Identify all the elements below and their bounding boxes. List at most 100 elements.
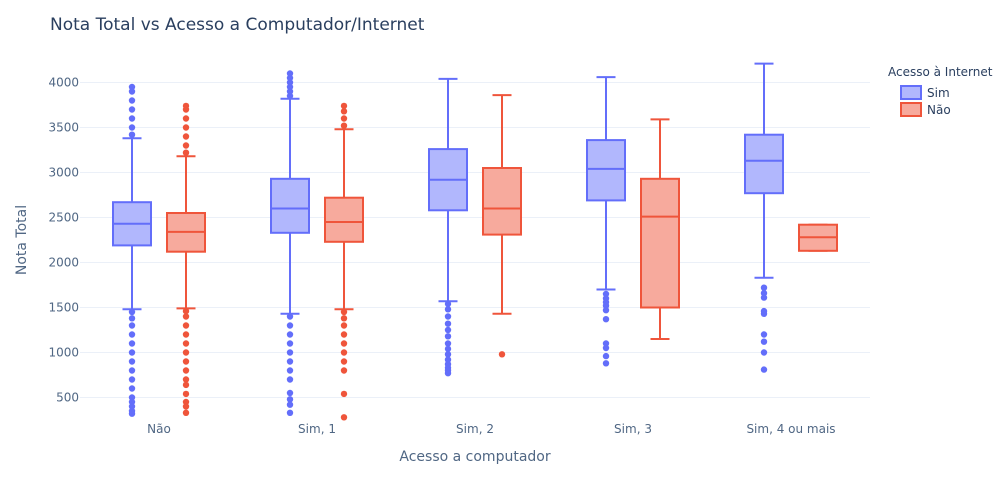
outlier-point: [128, 308, 136, 316]
y-tick-label: 1500: [48, 301, 79, 315]
outlier-point: [340, 390, 348, 398]
legend-item-sim[interactable]: Sim: [900, 85, 950, 100]
outlier-point: [286, 92, 294, 100]
outlier-point: [444, 356, 452, 363]
outlier-point: [286, 83, 294, 91]
x-tick-labels: Não Sim, 1 Sim, 2 Sim, 3 Sim, 4 ou mais: [147, 422, 835, 436]
outlier-point: [602, 290, 610, 298]
outlier-point: [760, 366, 768, 373]
box-sim: [112, 83, 152, 417]
iqr-box: [586, 139, 626, 202]
x-tick-label: Sim, 2: [456, 422, 494, 436]
outlier-point: [286, 88, 294, 95]
outlier-point: [444, 340, 452, 347]
outlier-point: [602, 360, 610, 367]
outlier-point: [760, 331, 768, 338]
outlier-point: [444, 333, 452, 340]
outlier-point: [760, 289, 768, 297]
y-tick-label: 1000: [48, 346, 79, 360]
outlier-point: [602, 316, 610, 323]
outlier-point: [286, 331, 294, 338]
series-nao: [166, 94, 838, 421]
outlier-point: [444, 370, 452, 377]
outlier-point: [602, 352, 610, 360]
outlier-point: [286, 367, 294, 374]
outlier-point: [760, 338, 768, 345]
outlier-point: [182, 381, 190, 389]
legend-label-sim: Sim: [927, 86, 950, 100]
outlier-point: [128, 331, 136, 338]
outlier-point: [182, 331, 190, 338]
outlier-point: [444, 313, 452, 320]
outlier-point: [444, 351, 452, 358]
outlier-point: [182, 124, 190, 131]
y-tick-label: 3500: [48, 121, 79, 135]
outlier-point: [182, 149, 190, 156]
legend-swatch-sim: [900, 85, 922, 100]
legend-item-nao[interactable]: Não: [900, 102, 951, 117]
outlier-point: [286, 349, 294, 356]
outlier-point: [182, 142, 190, 149]
outlier-point: [340, 315, 348, 322]
x-axis-title: Acesso a computador: [399, 449, 550, 465]
outlier-point: [286, 358, 294, 365]
outlier-point: [602, 307, 610, 314]
y-tick-label: 500: [56, 391, 79, 405]
outlier-point: [340, 102, 348, 110]
legend-label-nao: Não: [927, 103, 951, 117]
outlier-point: [340, 340, 348, 347]
outlier-point: [182, 313, 190, 320]
outlier-point: [128, 124, 136, 131]
outlier-point: [286, 74, 294, 82]
y-axis-title: Nota Total: [14, 205, 30, 275]
outlier-point: [286, 376, 294, 383]
outlier-point: [340, 367, 348, 374]
outlier-point: [340, 414, 348, 421]
outlier-point: [128, 131, 136, 138]
outlier-point: [182, 115, 190, 122]
box-nao: [798, 223, 838, 252]
outlier-point: [444, 306, 452, 313]
outlier-point: [128, 385, 136, 392]
outlier-point: [444, 345, 452, 353]
x-tick-label: Sim, 1: [298, 422, 336, 436]
outlier-point: [444, 326, 452, 334]
y-tick-label: 2500: [48, 211, 79, 225]
outlier-point: [128, 398, 136, 406]
legend-swatch-nao: [900, 102, 922, 117]
outlier-point: [286, 409, 294, 416]
outlier-point: [182, 133, 190, 140]
outlier-point: [286, 79, 294, 86]
legend-title: Acesso à Internet: [888, 65, 993, 79]
box-sim: [744, 62, 784, 373]
box-sim: [270, 70, 310, 416]
outlier-point: [128, 97, 136, 104]
legend[interactable]: Acesso à Internet Sim Não: [888, 65, 993, 117]
outlier-point: [340, 122, 348, 129]
outlier-point: [128, 349, 136, 356]
outlier-point: [340, 349, 348, 356]
outlier-point: [340, 308, 348, 316]
iqr-box: [482, 167, 522, 236]
box-sim: [586, 76, 626, 367]
iqr-box: [270, 177, 310, 234]
y-tick-labels: 500 1000 1500 2000 2500 3000 3500 4000: [48, 76, 79, 405]
outlier-point: [182, 398, 190, 406]
box-nao: [324, 102, 364, 421]
outlier-point: [182, 367, 190, 374]
outlier-point: [182, 390, 190, 398]
outlier-point: [182, 349, 190, 356]
outlier-point: [602, 344, 610, 352]
boxes-layer: [112, 62, 838, 421]
outlier-point: [128, 376, 136, 383]
outlier-point: [760, 294, 768, 301]
outlier-point: [128, 340, 136, 347]
outlier-point: [286, 389, 294, 397]
grid-layer: [80, 82, 870, 398]
y-tick-label: 2000: [48, 256, 79, 270]
box-nao: [482, 94, 522, 358]
y-tick-label: 4000: [48, 76, 79, 90]
box-nao: [166, 102, 206, 416]
chart-title: Nota Total vs Acesso a Computador/Intern…: [50, 15, 425, 35]
